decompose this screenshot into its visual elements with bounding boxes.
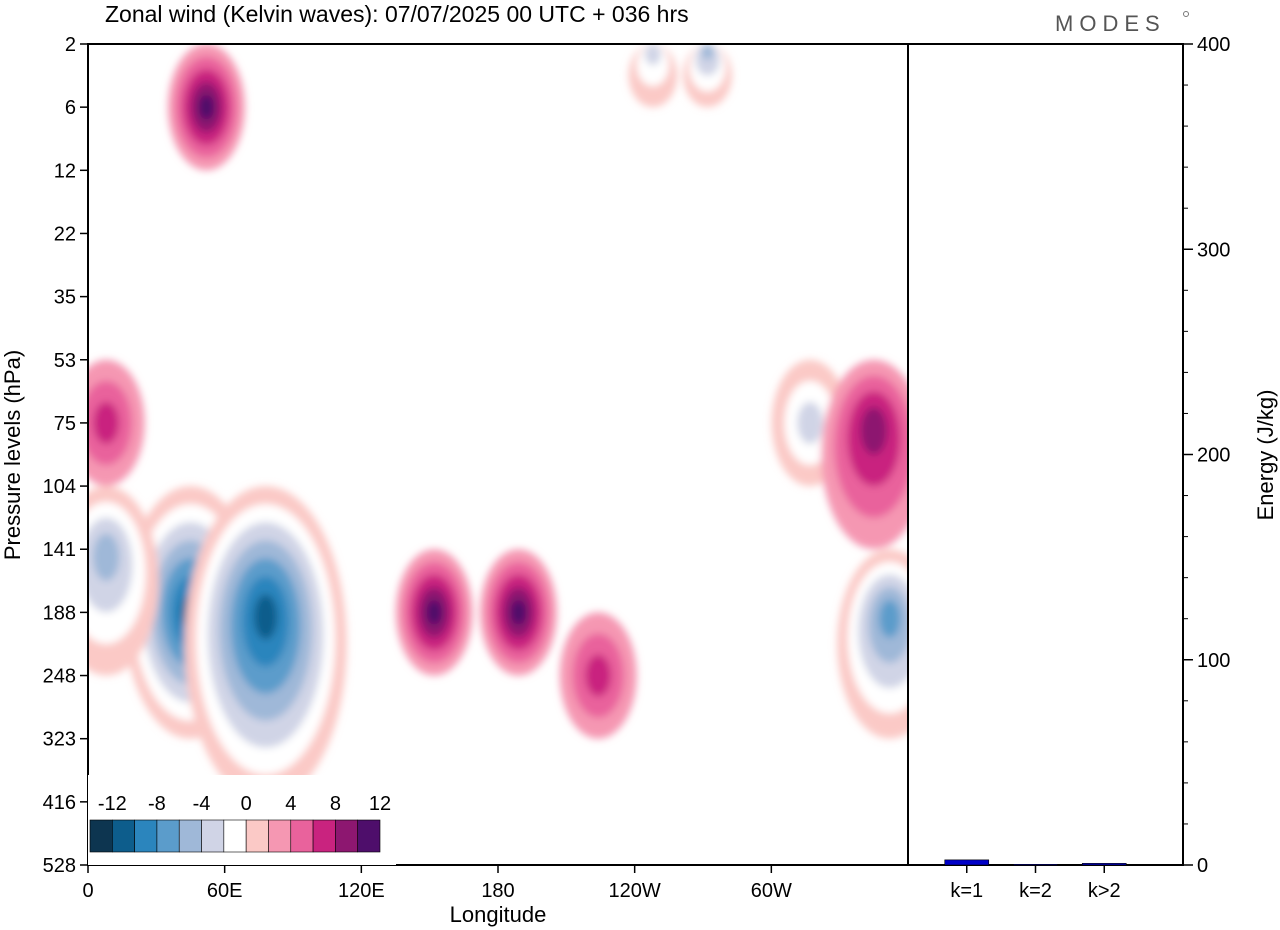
colorbar: -12 -8 -4 0 4 8 12 [88,775,396,865]
y-tick-label: 416 [43,792,76,814]
contour-blob [426,599,442,626]
y-tick-label: 104 [43,476,76,498]
contour-blob [701,44,714,60]
y-tick-label: 248 [43,666,76,688]
logo-registered-mark [1183,11,1189,17]
energy-x-tick-label: k=1 [950,880,983,902]
colorbar-cell [178,819,202,853]
colorbar-cell [112,819,135,853]
contour-blob [510,599,527,626]
y-tick-label: 2 [65,34,76,56]
colorbar-cell [223,819,247,853]
colorbar-tick-label: 12 [369,793,391,815]
colorbar-cell [134,819,158,853]
colorbar-tick-label: 4 [285,793,296,815]
x-tick-label: 120W [609,880,661,902]
energy-y-tick-label: 300 [1197,239,1230,261]
colorbar-cell [245,819,269,853]
contour-blob [879,599,901,638]
heatmap-plot [87,43,909,866]
energy-x-tick-label: k=2 [1019,880,1052,902]
energy-y-tick-label: 0 [1197,855,1208,877]
energy-frame [907,43,1184,866]
colorbar-cell [201,819,225,853]
contour-blob [585,654,612,697]
colorbar-cell [89,819,113,853]
contour-blob [644,44,661,66]
energy-bar [1081,863,1127,866]
y-tick-label: 188 [43,602,76,624]
contour-blob [198,94,215,120]
colorbar-tick-label: 8 [330,793,341,815]
energy-bars [944,859,1127,866]
x-tick-label: 0 [82,880,93,902]
y-tick-label: 22 [54,223,76,245]
energy-bar-chart: 0 100 200 300 400 k=1 k=2 k>2 Energy (J/kg) [907,34,1278,902]
x-tick-label: 120E [338,880,385,902]
colorbar-cell [268,819,292,853]
colorbar-cell [290,819,314,853]
y-tick-label: 12 [54,160,76,182]
energy-x-tick-label: k>2 [1088,880,1121,902]
y-tick-label: 75 [54,413,76,435]
energy-y-axis-label: Energy (J/kg) [1253,390,1278,521]
contour-blob [93,533,120,581]
colorbar-tick-label: -12 [98,793,127,815]
energy-y-tick-label: 200 [1197,445,1230,467]
colorbar-cell [357,819,381,853]
energy-y-ticks: 0 100 200 300 400 [1183,34,1230,877]
y-tick-label: 6 [65,97,76,119]
x-axis-label: Longitude [450,902,547,927]
colorbar-cell [156,819,180,853]
y-tick-label: 141 [43,539,76,561]
contour-blob [93,401,120,444]
y-axis-ticks: 2 6 12 22 35 53 75 104 141 188 248 323 416 528 [43,34,88,877]
y-tick-label: 53 [54,350,76,372]
chart-title: Zonal wind (Kelvin waves): 07/07/2025 00… [105,1,689,27]
y-tick-label: 323 [43,729,76,751]
colorbar-cell [312,819,336,853]
colorbar-cells [89,819,381,853]
colorbar-tick-label: -8 [148,793,166,815]
colorbar-tick-label: -4 [193,793,211,815]
colorbar-tick-label: 0 [241,793,252,815]
y-tick-label: 528 [43,855,76,877]
modes-logo: MODES [1055,11,1166,36]
energy-x-ticks: k=1 k=2 k>2 [950,865,1121,902]
x-tick-label: 60E [207,880,243,902]
y-axis-label: Pressure levels (hPa) [0,350,25,560]
x-axis-ticks: 0 60E 120E 180 120W 60W [82,865,792,902]
contour-blob [797,401,823,444]
contour-blob [860,407,887,455]
x-tick-label: 180 [481,880,514,902]
colorbar-cell [335,819,358,853]
energy-y-tick-label: 100 [1197,650,1230,672]
colorbar-labels: -12 -8 -4 0 4 8 12 [98,793,391,815]
y-tick-label: 35 [54,287,76,309]
energy-bar [944,859,990,866]
contour-fill-layer [88,44,908,802]
energy-y-tick-label: 400 [1197,34,1230,56]
contour-blob [254,594,278,640]
x-tick-label: 60W [751,880,792,902]
